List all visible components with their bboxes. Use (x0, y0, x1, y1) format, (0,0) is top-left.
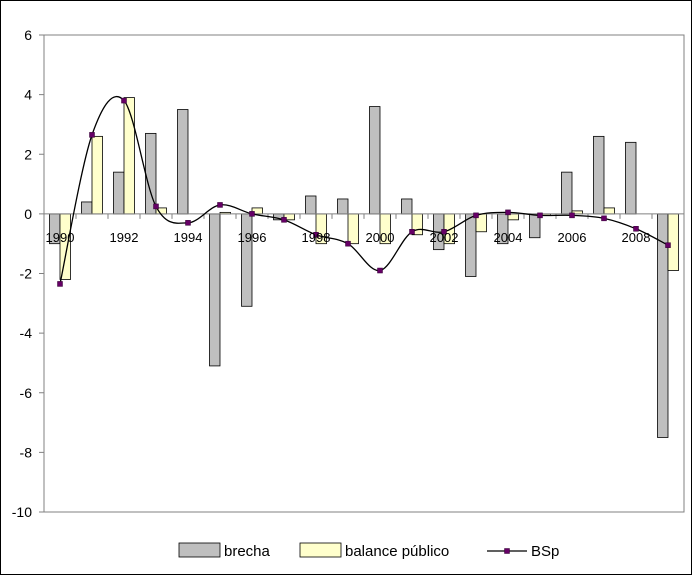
y-tick-label: -2 (20, 266, 33, 282)
legend: brecha balance público BSp (178, 542, 559, 560)
x-axis (43, 213, 685, 219)
bsp-point-2008 (633, 226, 639, 232)
y-tick-label: 2 (24, 146, 32, 162)
bar-balance-1999 (347, 213, 359, 245)
legend-label-brecha: brecha (224, 543, 271, 560)
y-axis: 6 4 2 0 -2 -4 -6 -8 -10 (12, 27, 45, 520)
bsp-point-2005 (537, 212, 543, 219)
x-tick-label: 1994 (174, 230, 203, 245)
bar-brecha-1999 (337, 198, 349, 215)
y-tick-label: -4 (20, 325, 33, 341)
x-tick-label: 2006 (558, 230, 587, 245)
y-tick-label: -8 (20, 444, 33, 460)
bar-brecha-2008 (625, 141, 637, 215)
y-tick-label: -6 (20, 385, 33, 401)
x-tick-label: 1996 (238, 230, 267, 245)
bsp-point-1993 (153, 203, 159, 210)
bsp-point-2006 (569, 212, 575, 219)
bar-balance-2009 (667, 213, 679, 271)
bar-brecha-2006 (561, 171, 573, 215)
legend-label-bsp: BSp (531, 543, 559, 560)
x-tick-label: 2002 (430, 230, 459, 245)
x-tick-label: 2000 (366, 230, 395, 245)
bsp-point-2000 (377, 267, 383, 274)
bsp-point-1995 (217, 202, 223, 208)
bsp-point-1996 (249, 211, 255, 217)
plot-area (43, 34, 685, 513)
x-tick-label: 2008 (622, 230, 651, 245)
y-tick-label: 4 (24, 87, 32, 103)
bar-brecha-1995 (209, 213, 221, 367)
x-tick-label: 2004 (494, 230, 523, 245)
bar-brecha-2000 (369, 106, 381, 215)
bar-brecha-1994 (177, 109, 189, 215)
bsp-point-1997 (281, 217, 287, 223)
bar-brecha-1998 (305, 195, 317, 215)
bsp-point-1991 (89, 132, 95, 138)
x-tick-label: 1998 (302, 230, 331, 245)
y-tick-label: 6 (24, 27, 32, 43)
bsp-point-2003 (473, 212, 479, 219)
x-tick-label: 1990 (46, 230, 75, 245)
legend-swatch-brecha (178, 542, 221, 558)
series-brecha (49, 106, 669, 438)
bar-balance-1991 (91, 135, 103, 215)
bsp-point-2009 (665, 242, 671, 248)
bsp-point-1990 (57, 281, 63, 287)
bar-brecha-1991 (81, 201, 93, 215)
bar-balance-1990 (59, 213, 71, 280)
bar-brecha-2007 (593, 135, 605, 215)
bar-balance-1992 (123, 97, 135, 215)
y-tick-label: 0 (24, 206, 32, 222)
bsp-point-2002 (441, 229, 447, 235)
bsp-point-1992 (121, 97, 127, 104)
bsp-point-2004 (505, 209, 511, 216)
x-tick-label: 1992 (110, 230, 139, 245)
bar-balance-2007 (603, 207, 615, 215)
bar-brecha-2003 (465, 213, 477, 277)
series-balance-publico (59, 97, 679, 280)
bar-brecha-1992 (113, 171, 125, 215)
y-tick-label: -10 (12, 504, 32, 520)
series-bsp (57, 95, 671, 287)
bsp-point-1994 (185, 220, 191, 226)
bsp-point-1999 (345, 240, 351, 247)
legend-swatch-balance (299, 542, 342, 558)
bar-brecha-2001 (401, 198, 413, 215)
legend-label-balance: balance público (345, 543, 449, 560)
legend-swatch-bsp-marker (504, 548, 510, 554)
bsp-point-2007 (601, 215, 607, 222)
bsp-point-1998 (313, 231, 319, 238)
bar-brecha-1996 (241, 213, 253, 307)
x-tick-labels: 1990 1992 1994 1996 1998 2000 2002 2004 2006 2008 (46, 230, 651, 245)
bsp-point-2001 (409, 229, 415, 235)
